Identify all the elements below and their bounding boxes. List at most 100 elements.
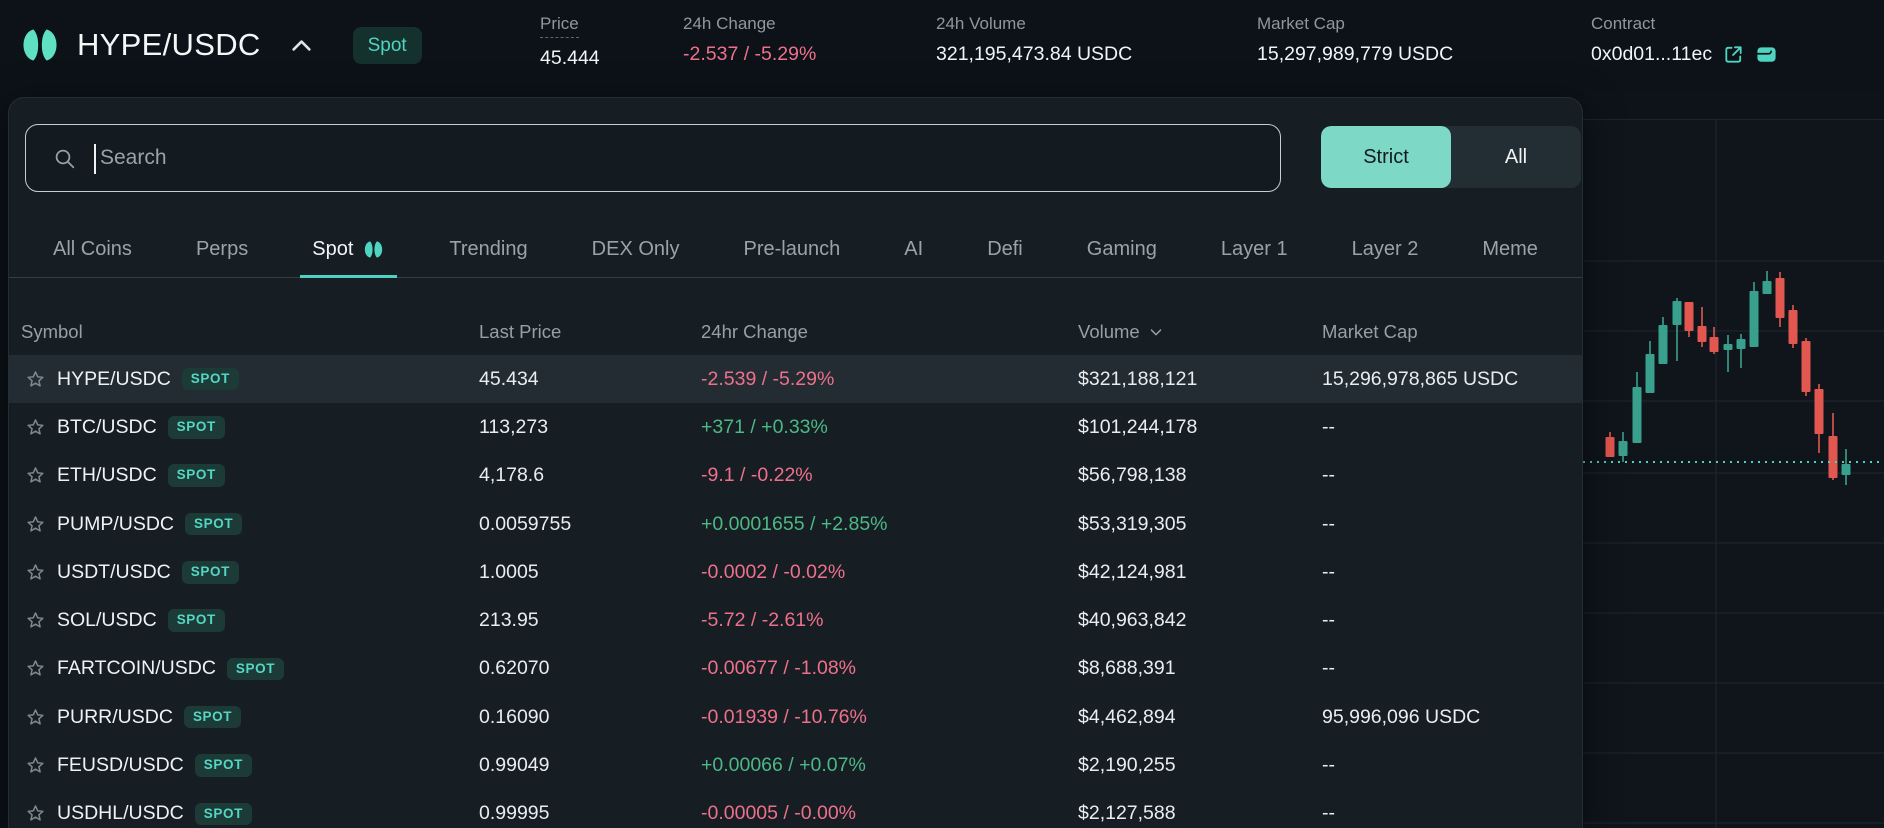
price-chart [1583, 90, 1884, 828]
change-cell: +0.0001655 / +2.85% [701, 512, 888, 535]
search-box[interactable] [25, 124, 1281, 192]
change-cell: -9.1 / -0.22% [701, 464, 813, 487]
spot-badge: SPOT [226, 657, 285, 681]
tab-layer-1[interactable]: Layer 1 [1220, 238, 1288, 260]
table-row[interactable]: ETH/USDC SPOT 4,178.6 -9.1 / -0.22% $56,… [9, 452, 1582, 500]
candle [1841, 464, 1851, 475]
pairs-list: HYPE/USDC SPOT 45.434 -2.539 / -5.29% $3… [9, 355, 1582, 828]
tab-meme[interactable]: Meme [1482, 238, 1538, 260]
symbol-label: FARTCOIN/USDC [57, 657, 216, 680]
column-header-last-price[interactable]: Last Price [479, 321, 562, 342]
contract-stat: Contract 0x0d01...11ec [1591, 14, 1778, 66]
tab-ai[interactable]: AI [904, 238, 924, 260]
table-row[interactable]: HYPE/USDC SPOT 45.434 -2.539 / -5.29% $3… [9, 355, 1582, 404]
spot-badge: SPOT [167, 416, 225, 439]
table-row[interactable]: FARTCOIN/USDC SPOT 0.62070 -0.00677 / -1… [9, 645, 1582, 693]
change-24h-label: 24h Change [683, 14, 776, 33]
tab-layer-2[interactable]: Layer 2 [1351, 238, 1419, 260]
favorite-star-icon[interactable] [25, 514, 46, 535]
column-header-symbol[interactable]: Symbol [21, 321, 83, 342]
last-price-cell: 0.99995 [479, 802, 550, 825]
symbol-label: USDT/USDC [57, 560, 171, 583]
table-row[interactable]: PUMP/USDC SPOT 0.0059755 +0.0001655 / +2… [9, 500, 1582, 548]
candle [1762, 281, 1772, 294]
table-row[interactable]: USDT/USDC SPOT 1.0005 -0.0002 / -0.02% $… [9, 548, 1582, 596]
chevron-up-icon[interactable] [288, 32, 315, 59]
favorite-star-icon[interactable] [25, 803, 46, 824]
candle [1736, 339, 1746, 349]
table-row[interactable]: SOL/USDC SPOT 213.95 -5.72 / -2.61% $40,… [9, 596, 1582, 644]
market-cap-cell: 15,296,978,865 USDC [1322, 367, 1519, 390]
search-input[interactable] [26, 125, 1280, 191]
candle [1645, 354, 1655, 393]
tab-spot[interactable]: Spot [300, 222, 398, 278]
market-type-badge: Spot [352, 26, 422, 64]
change-cell: -0.00677 / -1.08% [701, 657, 857, 680]
column-header-market-cap[interactable]: Market Cap [1322, 321, 1418, 342]
candle [1749, 291, 1759, 347]
favorite-star-icon[interactable] [25, 755, 46, 776]
price-chart-svg [1583, 119, 1884, 828]
volume-cell: $42,124,981 [1078, 560, 1187, 583]
tab-pre-launch[interactable]: Pre-launch [743, 238, 841, 260]
tab-defi[interactable]: Defi [987, 238, 1023, 260]
candle [1697, 326, 1707, 342]
spot-badge: SPOT [181, 367, 239, 391]
symbol-label: ETH/USDC [57, 464, 157, 487]
table-row[interactable]: FEUSD/USDC SPOT 0.99049 +0.00066 / +0.07… [9, 741, 1582, 789]
candle [1632, 387, 1642, 443]
market-cap-cell: -- [1322, 415, 1335, 438]
spot-badge: SPOT [167, 464, 225, 487]
volume-cell: $53,319,305 [1078, 512, 1187, 535]
table-row[interactable]: BTC/USDC SPOT 113,273 +371 / +0.33% $101… [9, 403, 1582, 451]
spot-badge: SPOT [194, 754, 252, 777]
favorite-star-icon[interactable] [25, 658, 46, 679]
change-cell: -0.01939 / -10.76% [701, 705, 867, 728]
hyperliquid-logo-icon [18, 25, 62, 65]
price-value: 45.444 [540, 47, 600, 70]
tab-trending[interactable]: Trending [449, 238, 528, 260]
last-price-cell: 113,273 [479, 415, 549, 438]
favorite-star-icon[interactable] [25, 707, 46, 728]
market-cap-cell: -- [1322, 512, 1335, 535]
candle [1814, 389, 1824, 434]
favorite-star-icon[interactable] [25, 417, 46, 438]
contract-label: Contract [1591, 14, 1656, 33]
volume-cell: $2,127,588 [1078, 802, 1176, 825]
symbol-label: SOL/USDC [57, 609, 157, 632]
favorite-star-icon[interactable] [25, 610, 46, 631]
change-cell: +371 / +0.33% [701, 415, 828, 438]
volume-cell: $4,462,894 [1078, 705, 1176, 728]
change-cell: -2.539 / -5.29% [701, 367, 835, 390]
volume-cell: $40,963,842 [1078, 609, 1187, 632]
wallet-icon[interactable] [1755, 43, 1778, 66]
pair-selector[interactable]: HYPE/USDC Spot [18, 0, 422, 90]
table-row[interactable]: USDHL/USDC SPOT 0.99995 -0.00005 / -0.00… [9, 790, 1582, 828]
change-cell: -5.72 / -2.61% [701, 609, 824, 632]
candle [1828, 436, 1838, 478]
tab-dex-only[interactable]: DEX Only [591, 238, 680, 260]
last-price-cell: 45.434 [479, 367, 539, 390]
tab-gaming[interactable]: Gaming [1086, 238, 1157, 260]
candle [1723, 344, 1733, 350]
candle [1618, 441, 1628, 456]
candle [1684, 302, 1694, 331]
volume-cell: $321,188,121 [1078, 367, 1198, 390]
favorite-star-icon[interactable] [25, 562, 46, 583]
contract-address[interactable]: 0x0d01...11ec [1591, 43, 1713, 66]
all-button[interactable]: All [1504, 145, 1528, 168]
table-row[interactable]: PURR/USDC SPOT 0.16090 -0.01939 / -10.76… [9, 693, 1582, 741]
market-cap-cell: -- [1322, 609, 1335, 632]
spot-badge: SPOT [181, 561, 239, 584]
symbol-label: FEUSD/USDC [57, 754, 184, 777]
market-cap-label: Market Cap [1257, 14, 1345, 33]
tab-perps[interactable]: Perps [195, 238, 249, 260]
favorite-star-icon[interactable] [25, 465, 46, 486]
external-link-icon[interactable] [1722, 43, 1745, 66]
favorite-star-icon[interactable] [25, 369, 46, 390]
column-header-volume[interactable]: Volume [1078, 321, 1322, 343]
tab-all-coins[interactable]: All Coins [53, 238, 132, 260]
symbol-label: HYPE/USDC [57, 367, 171, 390]
strict-button[interactable]: Strict [1321, 126, 1451, 188]
column-header-24hr-change[interactable]: 24hr Change [701, 321, 808, 342]
